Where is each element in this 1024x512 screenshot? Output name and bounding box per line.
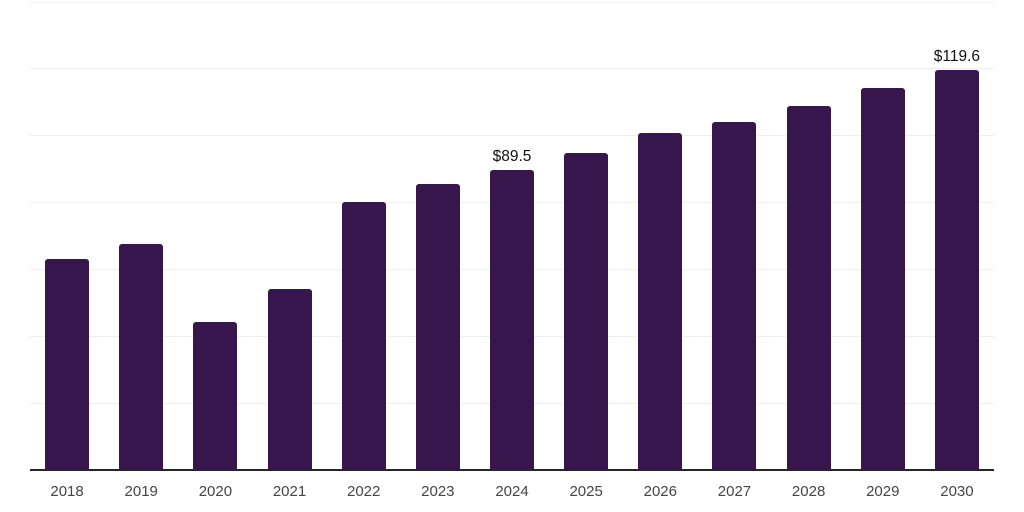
bar-2029[interactable] bbox=[860, 87, 905, 470]
x-axis-label-2019: 2019 bbox=[124, 483, 158, 500]
bar-2022[interactable] bbox=[341, 201, 386, 470]
bar-2030[interactable] bbox=[934, 69, 979, 470]
x-axis-label-2024: 2024 bbox=[495, 483, 529, 500]
bar-2028[interactable] bbox=[786, 105, 831, 470]
x-axis-label-2021: 2021 bbox=[272, 483, 307, 500]
bar-2019[interactable] bbox=[119, 244, 164, 470]
gridline-120 bbox=[30, 68, 994, 70]
bar-2023[interactable] bbox=[415, 184, 460, 470]
x-axis-label-2026: 2026 bbox=[643, 483, 677, 500]
x-axis-label-2030: 2030 bbox=[940, 483, 974, 500]
bar-2021[interactable] bbox=[267, 288, 312, 470]
x-axis-label-2029: 2029 bbox=[866, 483, 900, 500]
x-axis-label-2020: 2020 bbox=[198, 483, 233, 500]
x-axis-label-2022: 2022 bbox=[347, 483, 381, 500]
x-axis-label-2028: 2028 bbox=[791, 483, 826, 500]
bar-2025[interactable] bbox=[564, 153, 609, 470]
bar-2018[interactable] bbox=[45, 259, 90, 470]
bar-value-label-2024: $89.5 bbox=[492, 148, 532, 166]
bar-2024[interactable] bbox=[490, 170, 534, 470]
x-axis-label-2027: 2027 bbox=[717, 483, 752, 500]
bar-value-label-2030: $119.6 bbox=[933, 47, 981, 65]
plot-area: $89.5 $119.6 bbox=[30, 0, 994, 471]
x-axis-label-2018: 2018 bbox=[50, 483, 84, 500]
x-axis-label-2025: 2025 bbox=[569, 483, 603, 500]
gridline-140 bbox=[30, 1, 994, 3]
bar-2020[interactable] bbox=[193, 322, 238, 470]
gridline-100 bbox=[30, 135, 994, 137]
bar-2026[interactable] bbox=[638, 132, 683, 470]
bar-2027[interactable] bbox=[712, 122, 757, 470]
x-axis-line bbox=[30, 469, 994, 471]
x-axis-label-2023: 2023 bbox=[421, 483, 455, 500]
